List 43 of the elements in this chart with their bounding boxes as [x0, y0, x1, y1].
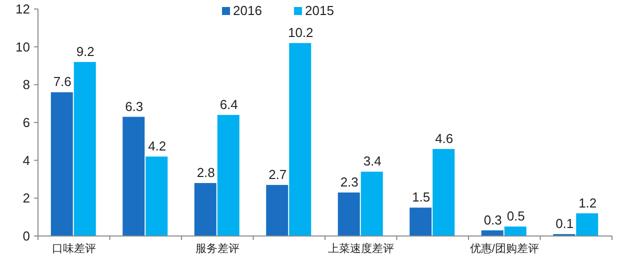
x-tick-label: 上菜速度差评	[328, 242, 394, 255]
bar	[122, 116, 145, 236]
bar	[338, 192, 360, 236]
data-label: 2.7	[268, 166, 287, 182]
y-tick-label: 10	[16, 39, 30, 54]
bar	[432, 148, 455, 236]
data-label: 6.4	[220, 96, 238, 112]
data-label: 3.4	[363, 154, 382, 169]
x-tick-label: 口味差评	[52, 242, 96, 255]
data-label: 2.3	[340, 174, 358, 190]
bar	[146, 156, 168, 236]
bar	[504, 226, 526, 236]
legend-label: 2015	[305, 3, 334, 18]
data-label: 0.1	[556, 216, 574, 232]
data-label: 0.3	[484, 212, 502, 228]
data-label: 7.6	[53, 74, 72, 90]
data-label: 2.8	[196, 165, 215, 180]
y-tick-label: 0	[22, 228, 30, 244]
bar	[194, 183, 216, 236]
bar	[50, 92, 73, 236]
data-label: 1.5	[412, 190, 430, 205]
data-label: 4.6	[435, 130, 454, 146]
bar	[360, 172, 383, 236]
x-tick-label: 优惠/团购差评	[470, 242, 539, 255]
bar	[74, 62, 96, 236]
bar	[576, 213, 598, 236]
bar	[410, 208, 432, 236]
legend-label: 2016	[233, 3, 262, 18]
data-label: 9.2	[76, 44, 94, 59]
bar	[217, 114, 240, 236]
data-label: 10.2	[288, 25, 314, 40]
bar	[289, 43, 312, 236]
data-label: 1.2	[578, 195, 597, 210]
y-tick-label: 2	[22, 190, 30, 206]
x-tick-label: 服务差评	[195, 243, 240, 255]
data-label: 4.2	[148, 138, 166, 154]
data-label: 0.5	[506, 208, 525, 224]
data-label: 6.3	[125, 98, 144, 114]
y-tick-label: 12	[16, 2, 30, 16]
y-tick-label: 4	[22, 152, 30, 168]
y-tick-label: 6	[22, 115, 30, 130]
bar	[266, 184, 288, 236]
y-tick-label: 8	[22, 77, 30, 92]
